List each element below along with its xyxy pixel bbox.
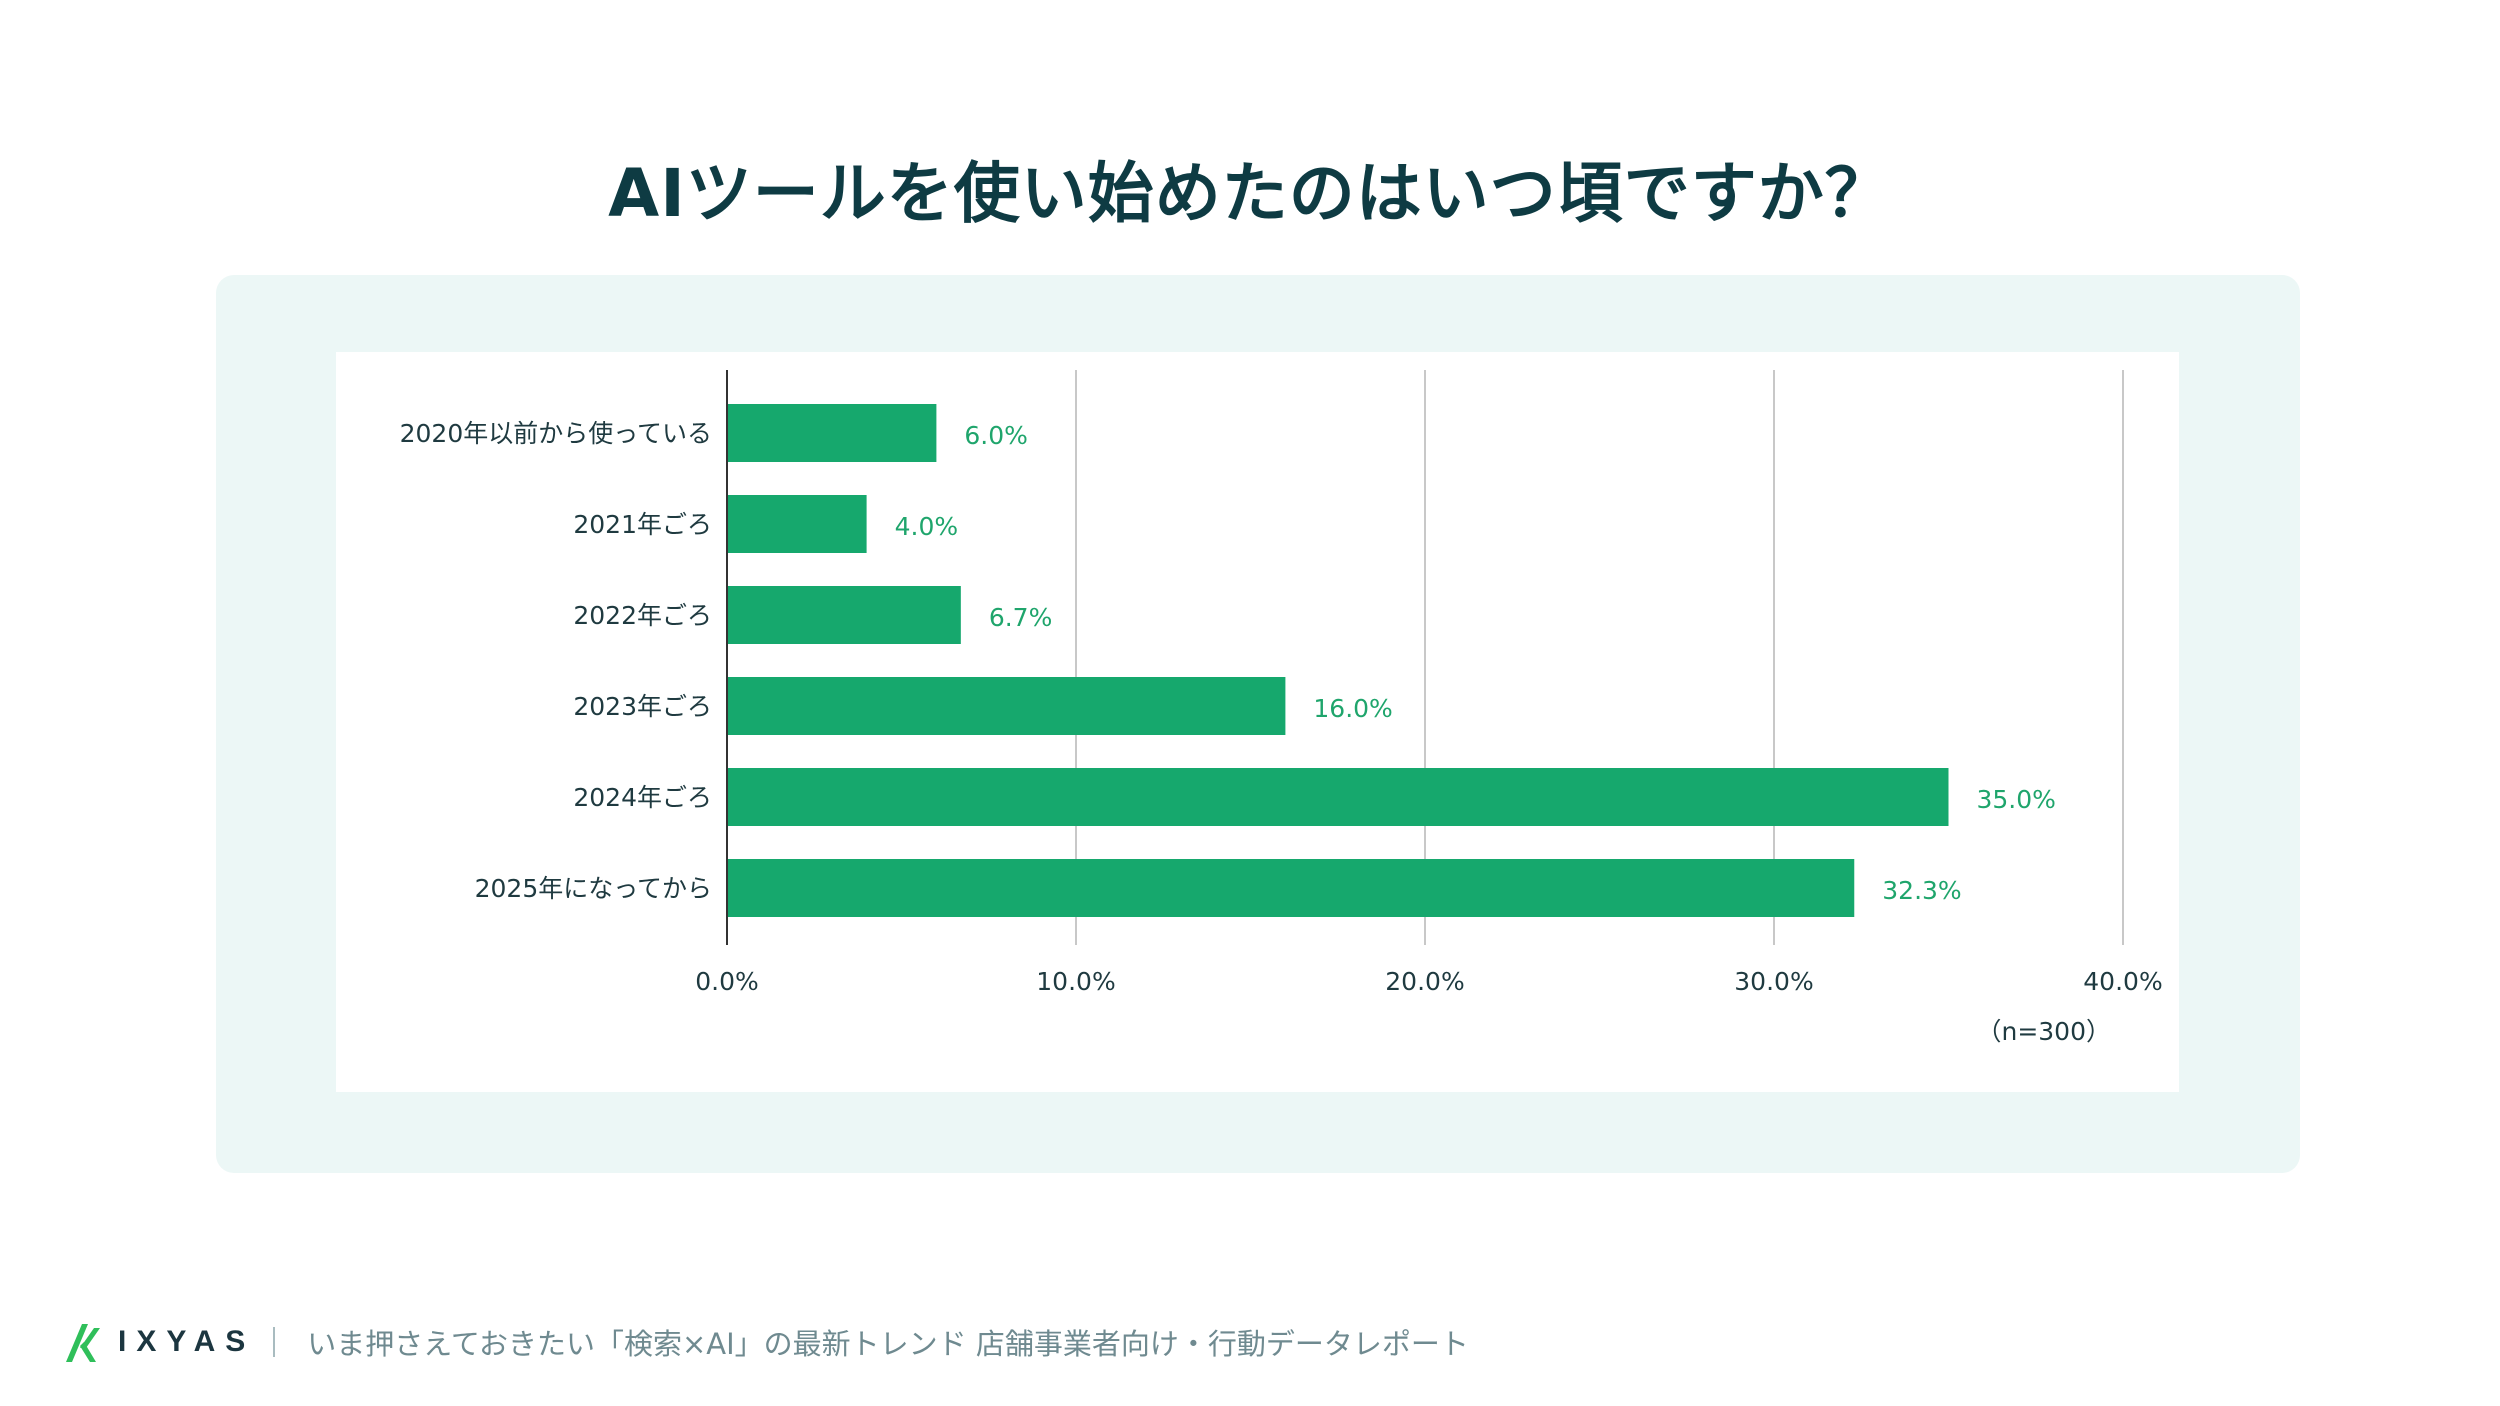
- category-label-0: 2020年以前から使っている: [400, 419, 712, 448]
- bar-1: [727, 495, 867, 553]
- bar-0: [727, 404, 937, 462]
- category-label-3: 2023年ごろ: [573, 692, 712, 721]
- category-label-1: 2021年ごろ: [573, 510, 712, 539]
- bar-chart: 2020年以前から使っている 6.0% 2021年ごろ 4.0% 2022年ごろ 6.7%…: [400, 370, 2163, 996]
- ixyas-logo-icon: [66, 1324, 100, 1362]
- footer-caption: いま押さえておきたい「検索×AI」の最新トレンド 店舗事業者向け・行動データレポ…: [307, 1327, 1469, 1361]
- x-tick-label-2: 20.0%: [1385, 967, 1464, 996]
- logo-text: IXYAS: [118, 1325, 256, 1358]
- sample-size-note: （n=300）: [1976, 1017, 2111, 1046]
- category-label-2: 2022年ごろ: [573, 601, 712, 630]
- footer: IXYAS いま押さえておきたい「検索×AI」の最新トレンド 店舗事業者向け・行…: [62, 1318, 1469, 1366]
- x-tick-label-1: 10.0%: [1036, 967, 1115, 996]
- bar-5: [727, 859, 1855, 917]
- chart-panel: 2020年以前から使っている 6.0% 2021年ごろ 4.0% 2022年ごろ 6.7%…: [216, 275, 2300, 1173]
- bar-3: [727, 677, 1286, 735]
- value-label-2: 6.7%: [989, 603, 1053, 632]
- category-label-5: 2025年になってから: [475, 874, 712, 903]
- value-label-1: 4.0%: [895, 512, 959, 541]
- category-label-4: 2024年ごろ: [573, 783, 712, 812]
- value-label-4: 35.0%: [1977, 785, 2056, 814]
- bar-4: [727, 768, 1949, 826]
- x-tick-label-0: 0.0%: [695, 967, 759, 996]
- value-label-3: 16.0%: [1313, 694, 1392, 723]
- footer-divider: [273, 1327, 276, 1357]
- value-label-0: 6.0%: [964, 421, 1028, 450]
- bar-2: [727, 586, 961, 644]
- x-tick-label-3: 30.0%: [1734, 967, 1813, 996]
- x-tick-label-4: 40.0%: [2083, 967, 2162, 996]
- value-label-5: 32.3%: [1882, 876, 1961, 905]
- chart-card: 2020年以前から使っている 6.0% 2021年ごろ 4.0% 2022年ごろ 6.7%…: [336, 352, 2179, 1092]
- page-title: AIツールを使い始めたのはいつ頃ですか？: [608, 155, 1892, 232]
